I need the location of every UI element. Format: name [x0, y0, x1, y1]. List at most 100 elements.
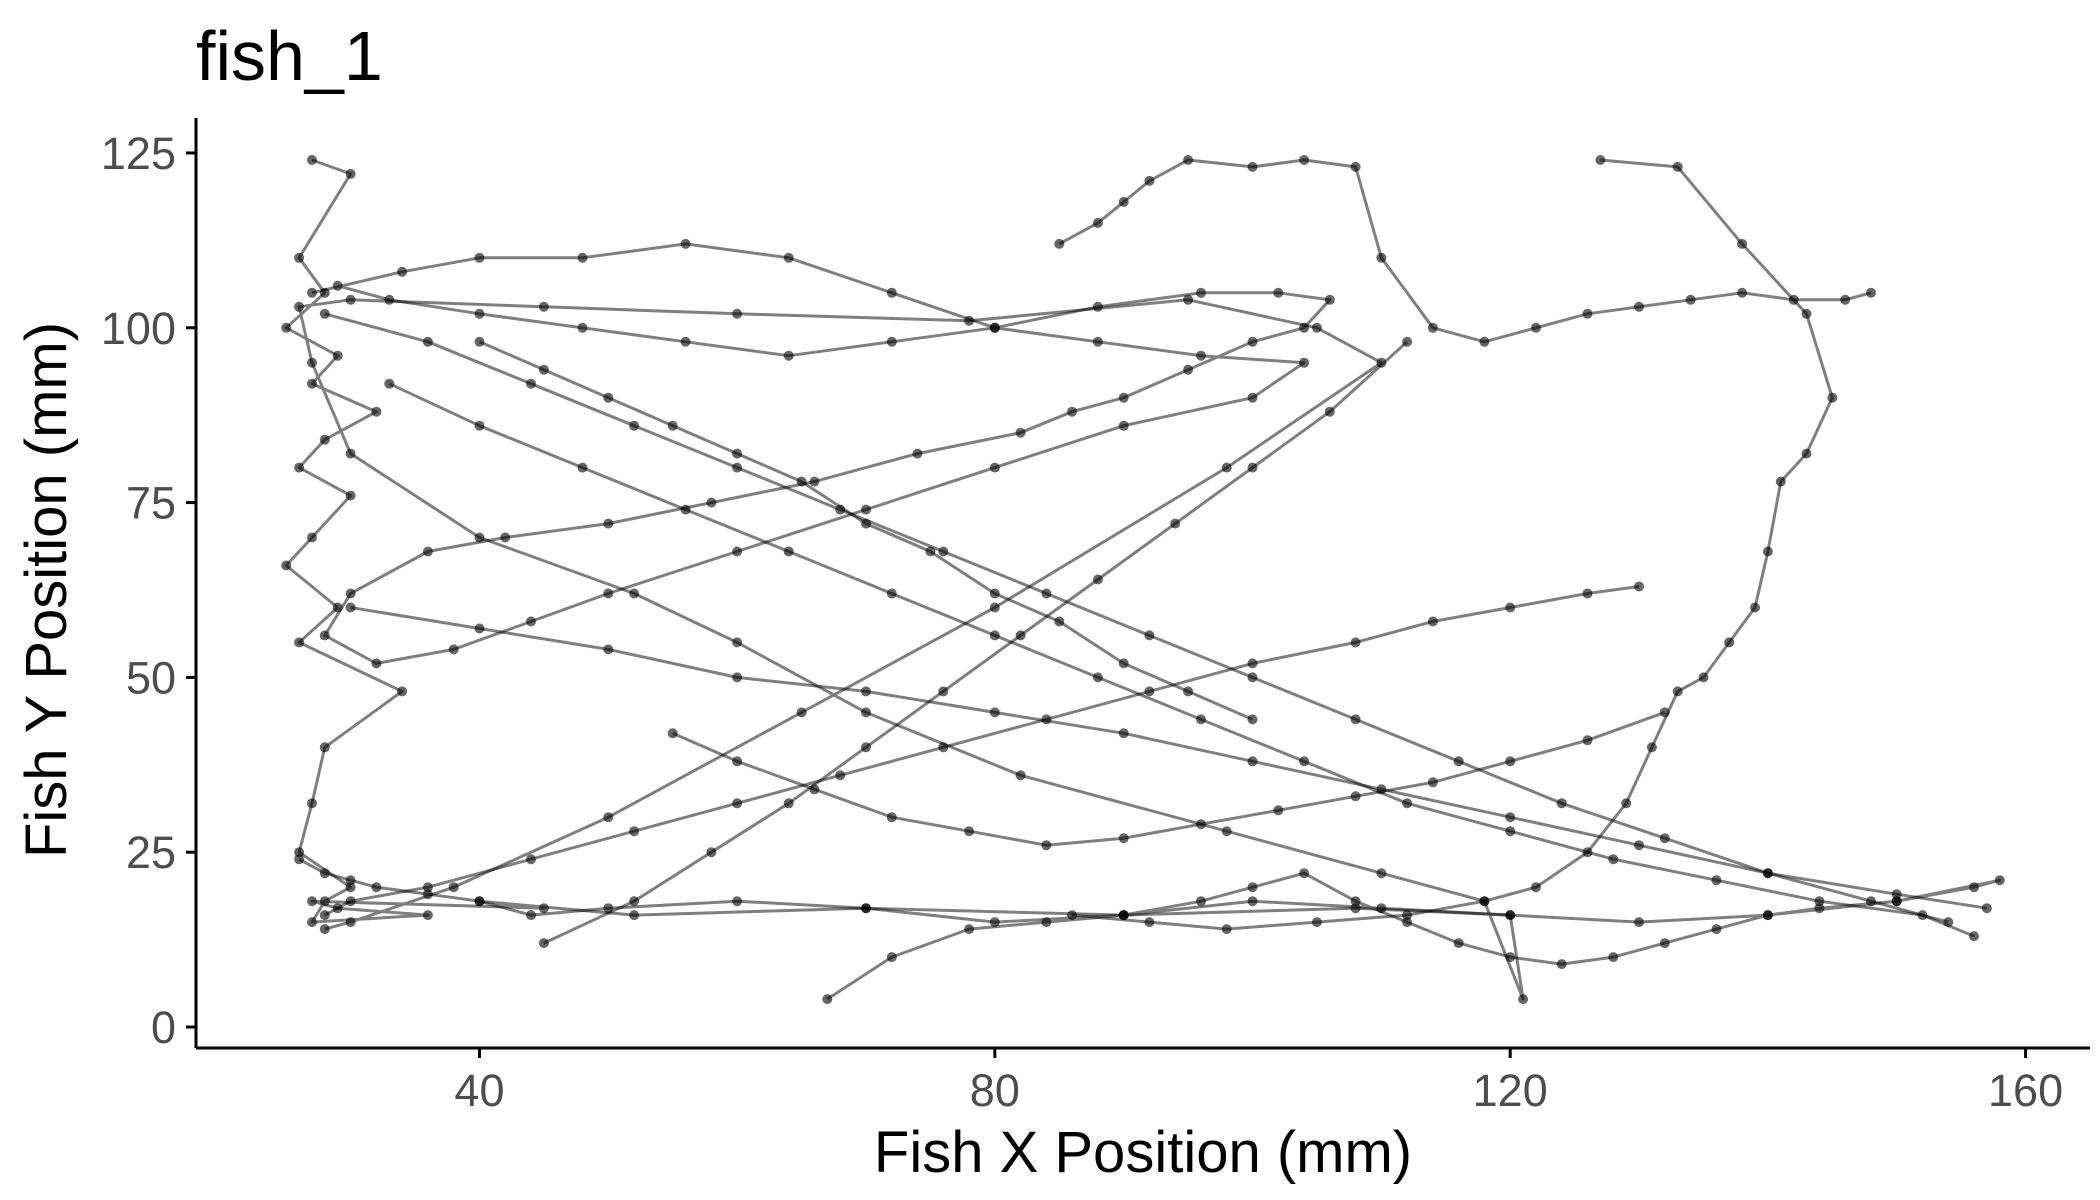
track-point	[1505, 826, 1516, 837]
track-point	[384, 294, 395, 305]
track-point	[319, 630, 330, 641]
track-point	[384, 378, 395, 389]
track-point	[1311, 917, 1322, 928]
track-point	[783, 798, 794, 809]
track-point	[1737, 287, 1748, 298]
track-point	[886, 336, 897, 347]
y-tick-label: 50	[126, 652, 176, 703]
track-point	[397, 686, 408, 697]
track-point	[989, 588, 1000, 599]
track-line	[478, 340, 1254, 721]
track-point	[1247, 161, 1258, 172]
track-series-10	[667, 707, 1670, 851]
track-point	[526, 854, 536, 865]
track-point	[319, 742, 330, 753]
track-point	[783, 252, 794, 263]
track-point	[474, 623, 485, 634]
track-point	[1015, 770, 1026, 781]
track-point	[1221, 924, 1232, 935]
track-point	[1118, 392, 1129, 403]
track-point	[732, 637, 743, 648]
track-point	[474, 532, 485, 543]
track-point	[1118, 658, 1129, 669]
track-point	[964, 924, 975, 935]
track-point	[307, 896, 317, 907]
x-axis-ticks: 40 80 120 160	[454, 1048, 2063, 1116]
track-series-2	[307, 238, 1335, 669]
track-line	[543, 340, 1409, 945]
track-point	[319, 924, 330, 935]
track-line	[324, 312, 1949, 924]
track-point	[886, 588, 897, 599]
chart-title: fish_1	[196, 17, 383, 95]
track-point	[1350, 161, 1361, 172]
track-point	[1981, 903, 1992, 914]
track-point	[1531, 322, 1541, 333]
track-point	[319, 868, 330, 879]
track-point	[538, 364, 549, 375]
track-point	[1196, 287, 1206, 298]
track-series-12	[474, 336, 1258, 725]
track-point	[345, 896, 356, 907]
track-point	[371, 882, 382, 893]
track-point	[809, 476, 820, 487]
track-point	[1067, 406, 1078, 417]
track-point	[1247, 462, 1258, 473]
track-point	[281, 322, 292, 333]
track-point	[1054, 616, 1065, 627]
y-tick-label: 0	[151, 1002, 176, 1053]
track-point	[629, 588, 640, 599]
track-point	[925, 546, 936, 557]
track-point	[1092, 574, 1103, 585]
track-point	[1041, 714, 1052, 725]
track-point	[861, 504, 871, 515]
track-point	[1724, 637, 1735, 648]
track-point	[1402, 910, 1413, 921]
track-point	[1505, 756, 1516, 767]
track-point	[448, 882, 459, 893]
track-point	[1479, 896, 1490, 907]
track-point	[307, 532, 317, 543]
track-point	[603, 644, 614, 655]
track-point	[861, 686, 871, 697]
y-tick-label: 75	[126, 478, 176, 529]
track-point	[345, 294, 356, 305]
track-series-11	[538, 336, 1413, 949]
track-point	[1196, 896, 1206, 907]
track-point	[667, 420, 678, 431]
track-point	[1711, 875, 1722, 886]
track-point	[1685, 294, 1696, 305]
track-point	[1092, 672, 1103, 683]
track-point	[732, 308, 743, 319]
track-point	[577, 462, 588, 473]
track-point	[1608, 854, 1619, 865]
track-point	[1866, 896, 1876, 907]
track-point	[706, 847, 717, 858]
track-point	[989, 630, 1000, 641]
track-line	[298, 857, 2002, 1001]
track-point	[1247, 392, 1258, 403]
track-point	[294, 252, 305, 263]
track-point	[1196, 819, 1206, 830]
track-point	[1969, 882, 1979, 893]
track-point	[294, 637, 305, 648]
track-point	[474, 308, 485, 319]
track-series-7	[384, 378, 1979, 942]
track-point	[680, 238, 691, 249]
track-point	[1118, 833, 1129, 844]
track-point	[732, 462, 743, 473]
track-series-8	[319, 308, 1954, 928]
track-point	[1479, 336, 1490, 347]
track-point	[629, 420, 640, 431]
track-point	[1170, 518, 1181, 529]
track-point	[1737, 238, 1748, 249]
track-point	[1015, 630, 1026, 641]
track-point	[1196, 350, 1206, 361]
track-line	[284, 158, 1525, 1001]
track-point	[281, 560, 292, 571]
track-point	[732, 798, 743, 809]
track-line	[350, 606, 1988, 910]
track-point	[1556, 798, 1567, 809]
track-point	[732, 546, 743, 557]
track-point	[1402, 917, 1413, 928]
